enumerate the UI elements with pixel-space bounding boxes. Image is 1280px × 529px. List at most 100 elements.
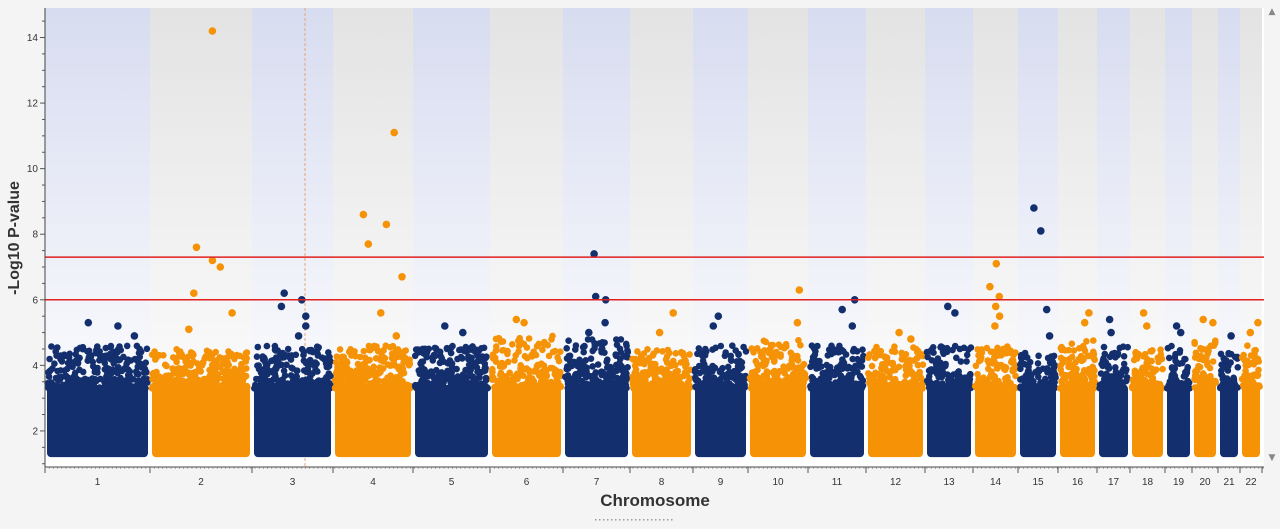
snp-point xyxy=(1147,347,1154,355)
snp-point xyxy=(202,353,210,360)
snp-point xyxy=(1103,378,1110,386)
snp-point xyxy=(888,348,896,355)
snp-point xyxy=(748,377,756,385)
snp-point xyxy=(323,376,331,383)
snp-point xyxy=(1159,365,1166,373)
snp-point xyxy=(728,357,735,365)
snp-point xyxy=(311,359,319,366)
snp-point xyxy=(701,383,708,391)
snp-point xyxy=(400,348,408,355)
snp-point xyxy=(1227,383,1234,390)
resize-grip-dot xyxy=(635,519,637,521)
resize-grip-dot xyxy=(607,519,609,521)
snp-point xyxy=(962,381,969,389)
snp-point xyxy=(754,366,761,374)
peak-snp-point xyxy=(512,315,521,324)
snp-point xyxy=(143,345,151,353)
chromosome-11-points xyxy=(807,296,867,458)
snp-point xyxy=(578,378,586,385)
snp-point xyxy=(709,377,716,385)
snp-point xyxy=(338,353,346,361)
snp-point xyxy=(103,364,111,372)
snp-point xyxy=(1203,353,1210,361)
snp-point xyxy=(754,361,761,368)
snp-point xyxy=(1211,339,1219,347)
snp-point xyxy=(1124,343,1131,351)
x-tick-label-chromosome-17: 17 xyxy=(1108,477,1120,488)
snp-point xyxy=(1137,374,1144,382)
snp-point xyxy=(182,364,189,371)
snp-point xyxy=(624,374,631,382)
snp-point xyxy=(828,342,835,350)
snp-point xyxy=(498,359,506,367)
snp-point xyxy=(412,384,420,392)
snp-point xyxy=(1198,346,1206,353)
chromosome-15-points xyxy=(1017,204,1059,458)
snp-point xyxy=(104,378,112,386)
snp-point xyxy=(1081,347,1089,355)
snp-point xyxy=(724,363,732,371)
snp-point xyxy=(912,377,920,385)
snp-point xyxy=(220,358,227,366)
snp-point xyxy=(283,361,290,369)
peak-snp-point xyxy=(130,332,139,340)
scroll-up-icon[interactable]: ▲ xyxy=(1268,7,1276,17)
snp-point xyxy=(64,380,71,388)
snp-point xyxy=(710,384,718,392)
chromosome-10-points xyxy=(746,286,810,458)
snp-point xyxy=(666,349,673,357)
snp-point xyxy=(629,355,636,363)
snp-point xyxy=(880,366,887,373)
x-tick-label-chromosome-2: 2 xyxy=(198,477,204,488)
snp-point xyxy=(808,373,816,381)
x-tick-label-chromosome-3: 3 xyxy=(290,477,296,488)
vertical-scrollbar[interactable]: ▲ ▼ xyxy=(1266,6,1278,464)
snp-point xyxy=(588,336,596,343)
scroll-down-icon[interactable]: ▼ xyxy=(1268,453,1276,463)
snp-point xyxy=(57,367,64,374)
peak-snp-point xyxy=(991,302,1000,311)
snp-point xyxy=(438,354,445,362)
peak-snp-point xyxy=(992,259,1001,268)
snp-point xyxy=(133,342,141,350)
snp-point xyxy=(152,356,159,363)
snp-point xyxy=(76,344,84,352)
snp-point xyxy=(87,351,94,359)
snp-point xyxy=(649,369,657,377)
snp-point xyxy=(864,370,872,377)
snp-point xyxy=(838,346,846,354)
snp-point xyxy=(528,375,536,382)
snp-point xyxy=(672,350,680,357)
snp-point xyxy=(1019,375,1026,383)
snp-point xyxy=(949,384,957,392)
snp-point xyxy=(858,363,866,370)
snp-point xyxy=(1076,345,1083,352)
snp-point xyxy=(149,375,156,383)
snp-point xyxy=(1097,370,1105,377)
chromosome-3-points xyxy=(251,289,335,458)
snp-point xyxy=(663,384,671,392)
chromosome-20-points xyxy=(1191,315,1219,458)
snp-point xyxy=(1032,383,1040,390)
snp-point xyxy=(1026,358,1034,366)
chromosome-21-point-cluster xyxy=(1220,385,1238,458)
snp-point xyxy=(300,367,308,374)
snp-point xyxy=(1256,383,1263,390)
peak-snp-point xyxy=(208,256,217,265)
snp-point xyxy=(1122,368,1129,375)
snp-point xyxy=(551,347,559,355)
chromosome-7-points xyxy=(562,250,632,458)
snp-point xyxy=(1255,366,1262,374)
snp-point xyxy=(324,384,332,392)
snp-point xyxy=(565,352,573,360)
snp-point xyxy=(459,371,467,378)
peak-snp-point xyxy=(951,309,959,317)
peak-snp-point xyxy=(995,292,1004,301)
snp-point xyxy=(738,364,746,371)
snp-point xyxy=(274,383,282,391)
snp-point xyxy=(446,357,454,364)
resize-grip-dot xyxy=(619,519,621,521)
snp-point xyxy=(808,342,816,350)
snp-point xyxy=(719,371,726,378)
snp-point xyxy=(183,384,190,392)
